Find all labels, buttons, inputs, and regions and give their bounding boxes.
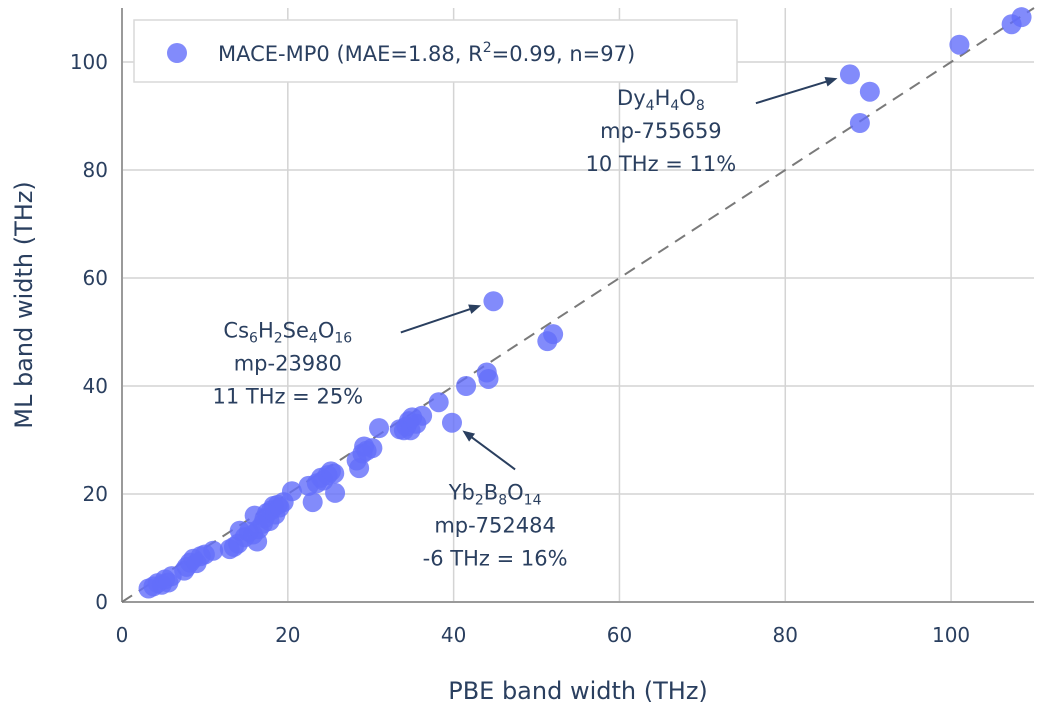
annotation-arrow bbox=[400, 306, 474, 334]
y-tick-label: 80 bbox=[83, 158, 108, 182]
data-point bbox=[456, 376, 477, 396]
x-tick-label: 0 bbox=[116, 623, 129, 647]
data-point bbox=[412, 405, 433, 426]
x-tick-label: 60 bbox=[607, 623, 632, 647]
legend-marker bbox=[167, 43, 187, 63]
data-point bbox=[428, 392, 449, 413]
data-points bbox=[138, 7, 1032, 599]
data-point bbox=[362, 438, 383, 459]
data-point bbox=[839, 64, 860, 85]
data-point bbox=[324, 463, 345, 484]
annotation-formula: Yb2B8O14 bbox=[448, 480, 542, 508]
legend-box bbox=[133, 19, 738, 83]
annotations: Dy4H4O8 mp-755659 10 THz = 11% Cs6H2Se4O16 m… bbox=[212, 76, 838, 570]
annotation-diff: 10 THz = 11% bbox=[586, 152, 737, 176]
data-point bbox=[369, 418, 390, 439]
annotation-arrowhead bbox=[462, 430, 476, 442]
x-tick-label: 40 bbox=[441, 623, 466, 647]
y-tick-label: 60 bbox=[83, 266, 108, 290]
annotation-arrow bbox=[468, 434, 516, 471]
data-point bbox=[543, 324, 564, 345]
data-point bbox=[281, 481, 302, 502]
legend: MACE-MP0 (MAE=1.88, R2=0.99, n=97) bbox=[133, 19, 738, 83]
data-point bbox=[859, 81, 880, 102]
data-point bbox=[203, 540, 224, 561]
x-axis-title: PBE band width (THz) bbox=[448, 677, 708, 705]
x-tick-label: 100 bbox=[932, 623, 970, 647]
data-point bbox=[1011, 7, 1032, 28]
y-tick-label: 0 bbox=[95, 590, 108, 614]
data-point bbox=[849, 113, 870, 134]
annotation-formula: Cs6H2Se4O16 bbox=[223, 318, 352, 346]
x-tick-label: 80 bbox=[773, 623, 798, 647]
data-point bbox=[325, 482, 346, 503]
annotation: Yb2B8O14 mp-752484 -6 THz = 16% bbox=[423, 480, 568, 570]
annotation-diff: 11 THz = 25% bbox=[212, 384, 363, 408]
annotation-formula: Dy4H4O8 bbox=[617, 86, 705, 114]
annotation-arrow bbox=[755, 79, 831, 105]
annotation-id: mp-755659 bbox=[600, 119, 722, 143]
data-point bbox=[302, 492, 323, 513]
data-point bbox=[441, 412, 462, 433]
annotation: Dy4H4O8 mp-755659 10 THz = 11% bbox=[586, 86, 737, 176]
data-point bbox=[949, 34, 970, 55]
annotation-id: mp-752484 bbox=[434, 513, 556, 537]
annotation-id: mp-23980 bbox=[234, 351, 342, 375]
legend-label: MACE-MP0 (MAE=1.88, R2=0.99, n=97) bbox=[218, 40, 635, 66]
annotation-arrowhead bbox=[468, 304, 482, 314]
y-axis-title: ML band width (THz) bbox=[10, 181, 38, 429]
tick-labels: 0 20 40 60 80 100 0 20 40 60 80 100 bbox=[70, 50, 970, 647]
data-point bbox=[478, 368, 499, 389]
data-point bbox=[483, 291, 504, 312]
x-tick-label: 20 bbox=[275, 623, 300, 647]
y-tick-label: 40 bbox=[83, 374, 108, 398]
y-tick-label: 20 bbox=[83, 482, 108, 506]
annotation: Cs6H2Se4O16 mp-23980 11 THz = 25% bbox=[212, 318, 363, 408]
annotation-arrowhead bbox=[824, 76, 838, 87]
annotation-diff: -6 THz = 16% bbox=[423, 546, 568, 570]
y-tick-label: 100 bbox=[70, 50, 108, 74]
